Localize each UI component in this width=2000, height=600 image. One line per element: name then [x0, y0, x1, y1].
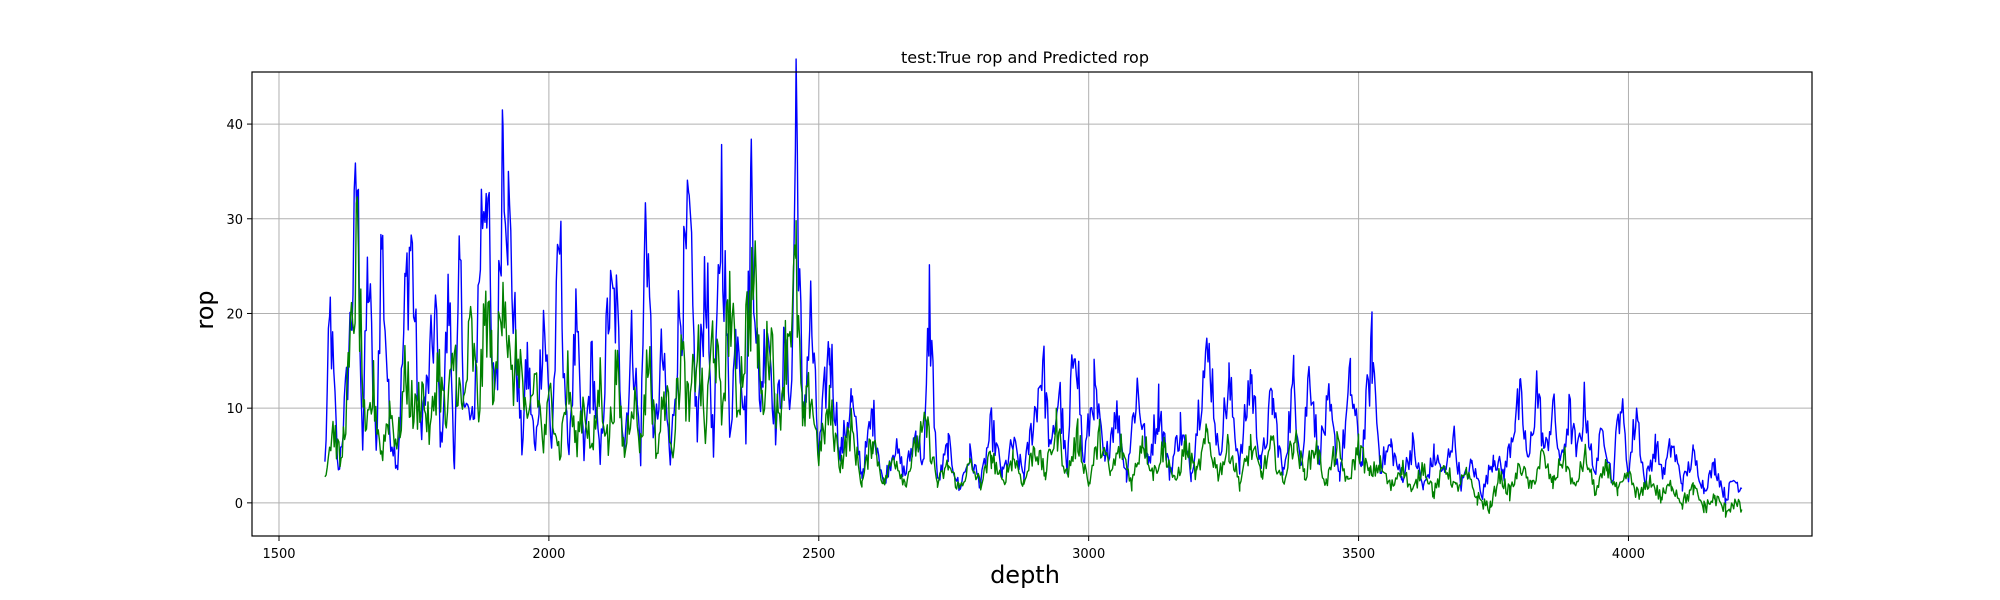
y-tick-label: 10 [226, 402, 243, 417]
x-tick-label: 1500 [262, 547, 295, 562]
y-tick-label: 20 [226, 307, 243, 322]
series-layer [324, 58, 1743, 518]
y-tick-label: 0 [235, 497, 243, 512]
x-tick-label: 2500 [802, 547, 835, 562]
y-tick-label: 30 [226, 213, 243, 228]
x-tick-label: 3500 [1342, 547, 1375, 562]
chart-title: test:True rop and Predicted rop [901, 48, 1149, 67]
x-tick-label: 2000 [532, 547, 565, 562]
y-axis-label: rop [191, 290, 219, 329]
x-axis-label: depth [990, 561, 1060, 589]
series-line-green [324, 196, 1743, 518]
series-line-blue [324, 58, 1743, 506]
y-tick-label: 40 [226, 118, 243, 133]
plot-frame [251, 71, 1813, 537]
tick-layer: 1500 2000 2500 3000 3500 4000 0 10 20 30 40 [226, 118, 1645, 562]
grid-layer [252, 72, 1812, 536]
x-tick-label: 3000 [1072, 547, 1105, 562]
x-tick-label: 4000 [1612, 547, 1645, 562]
